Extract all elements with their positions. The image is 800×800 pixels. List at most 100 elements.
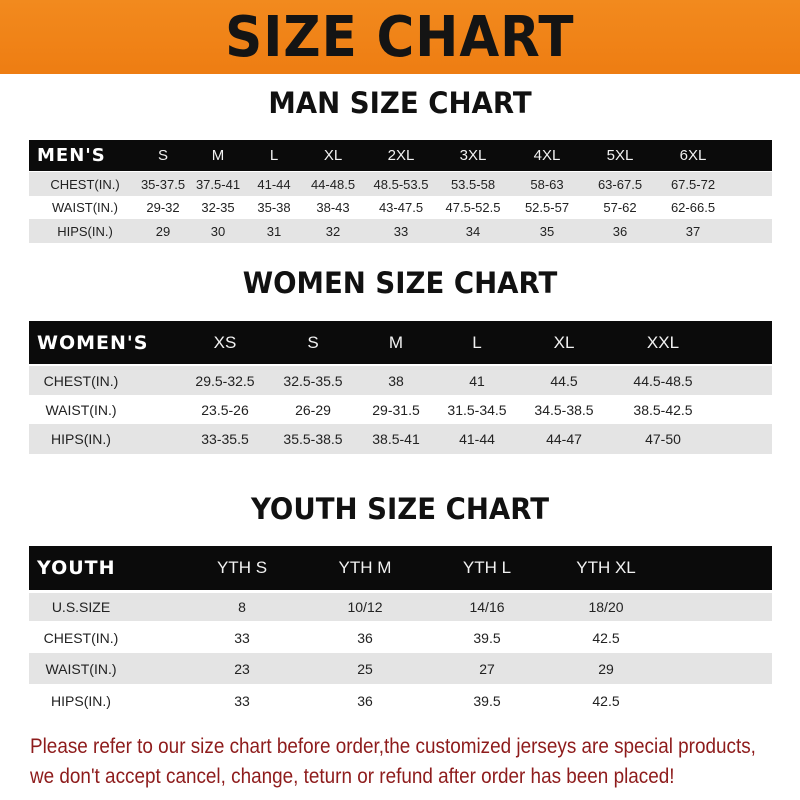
- measurement-label: HIPS(IN.): [51, 692, 111, 709]
- table-cell: 18/20: [588, 599, 624, 615]
- table-cell: 29-32: [146, 199, 180, 215]
- table-row: WAIST(IN.) 29-32 32-35 35-38 38-43 43-47.5 47.…: [29, 195, 772, 219]
- size-header: XXL: [646, 332, 680, 352]
- table-label: WOMEN'S: [37, 331, 149, 354]
- table-cell: 38: [388, 372, 404, 389]
- table-cell: 38.5-41: [372, 431, 420, 447]
- measurement-label: WAIST(IN.): [45, 660, 117, 677]
- table-cell: 32.5-35.5: [283, 372, 343, 389]
- table-cell: 29-31.5: [372, 401, 420, 418]
- table-cell: 35.5-38.5: [283, 431, 343, 447]
- size-header: S: [307, 332, 319, 352]
- table-cell: 8: [238, 599, 246, 615]
- table-cell: 44-48.5: [310, 176, 356, 192]
- size-header: XL: [323, 147, 343, 164]
- size-header: S: [157, 147, 169, 164]
- table-cell: 23.5-26: [201, 401, 249, 418]
- table-cell: 42.5: [592, 692, 620, 709]
- table-cell: 42.5: [592, 629, 620, 646]
- table-cell: 36: [357, 692, 373, 709]
- table-cell: 32-35: [201, 199, 235, 215]
- notice-line-2: we don't accept cancel, change, teturn o…: [30, 765, 675, 788]
- table-cell: 44-47: [546, 431, 582, 447]
- table-cell: 38-43: [316, 199, 350, 215]
- table-row: WAIST(IN.) 23 25 27 29: [29, 653, 772, 684]
- measurement-label: HIPS(IN.): [57, 223, 113, 239]
- table-cell: 35-37.5: [140, 176, 186, 192]
- table-cell: 41: [469, 372, 485, 389]
- table-cell: 31: [266, 223, 282, 239]
- table-cell: 29.5-32.5: [195, 372, 255, 389]
- table-row: CHEST(IN.) 29.5-32.5 32.5-35.5 38 41 44.5 44.5…: [29, 366, 772, 395]
- size-header: XS: [213, 332, 237, 352]
- size-header: YTH XL: [576, 558, 636, 577]
- table-label: MEN'S: [37, 145, 106, 166]
- table-cell: 58-63: [530, 176, 564, 192]
- table-cell: 53.5-58: [450, 176, 496, 192]
- table-cell: 33: [393, 223, 409, 239]
- table-cell: 34: [465, 223, 481, 239]
- table-row: HIPS(IN.) 33 36 39.5 42.5: [29, 685, 772, 716]
- table-cell: 33-35.5: [201, 431, 249, 447]
- table-cell: 44.5: [550, 372, 578, 389]
- table-cell: 35-38: [257, 199, 291, 215]
- table-cell: 41-44: [459, 431, 495, 447]
- measurement-label: HIPS(IN.): [51, 431, 111, 447]
- size-header: XL: [553, 332, 575, 352]
- table-cell: 29: [598, 660, 614, 677]
- table-cell: 31.5-34.5: [447, 401, 507, 418]
- table-cell: 10/12: [347, 599, 383, 615]
- size-header: YTH S: [216, 558, 268, 577]
- table-row: CHEST(IN.) 33 36 39.5 42.5: [29, 622, 772, 653]
- measurement-label: U.S.SIZE: [51, 599, 111, 615]
- table-cell: 14/16: [469, 599, 505, 615]
- table-cell: 67.5-72: [670, 176, 716, 192]
- size-header: 6XL: [679, 147, 707, 164]
- table-label: YOUTH: [37, 557, 116, 579]
- table-cell: 27: [479, 660, 495, 677]
- table-cell: 47-50: [645, 431, 681, 447]
- table-row: HIPS(IN.) 29 30 31 32 33 34 35 36 37: [29, 219, 772, 243]
- table-row: WAIST(IN.) 23.5-26 26-29 29-31.5 31.5-34.5 34…: [29, 395, 772, 424]
- table-cell: 32: [325, 223, 341, 239]
- table-cell: 43-47.5: [378, 199, 424, 215]
- table-cell: 33: [234, 692, 250, 709]
- section-title: YOUTH SIZE CHART: [250, 492, 550, 526]
- table-cell: 44.5-48.5: [633, 372, 693, 389]
- size-header: 4XL: [533, 147, 561, 164]
- measurement-label: WAIST(IN.): [45, 401, 117, 418]
- size-header: YTH L: [462, 558, 512, 577]
- measurement-label: CHEST(IN.): [43, 629, 119, 646]
- table-cell: 39.5: [473, 692, 501, 709]
- section-title: MAN SIZE CHART: [268, 86, 532, 120]
- table-cell: 30: [210, 223, 226, 239]
- size-header: L: [269, 147, 279, 164]
- measurement-label: WAIST(IN.): [52, 199, 118, 215]
- size-header: 3XL: [459, 147, 487, 164]
- page-title: SIZE CHART: [225, 4, 575, 70]
- measurement-label: CHEST(IN.): [50, 176, 120, 192]
- table-cell: 26-29: [295, 401, 331, 418]
- table-cell: 37: [685, 223, 701, 239]
- size-header: 5XL: [606, 147, 634, 164]
- table-cell: 41-44: [257, 176, 291, 192]
- table-cell: 52.5-57: [524, 199, 570, 215]
- notice-line-1: Please refer to our size chart before or…: [30, 735, 756, 758]
- table-cell: 48.5-53.5: [373, 176, 429, 192]
- table-cell: 38.5-42.5: [633, 401, 693, 418]
- table-cell: 47.5-52.5: [445, 199, 501, 215]
- size-header: 2XL: [387, 147, 415, 164]
- size-header: L: [472, 332, 482, 352]
- table-cell: 36: [357, 629, 373, 646]
- table-cell: 36: [612, 223, 628, 239]
- table-cell: 29: [155, 223, 171, 239]
- table-row: CHEST(IN.) 35-37.5 37.5-41 41-44 44-48.5 48.5…: [29, 172, 772, 196]
- title-banner: SIZE CHART: [0, 0, 800, 74]
- measurement-label: CHEST(IN.): [43, 372, 119, 389]
- table-cell: 37.5-41: [195, 176, 241, 192]
- size-header: M: [211, 147, 225, 164]
- table-cell: 35: [539, 223, 555, 239]
- table-header-row: YOUTH YTH S YTH M YTH L YTH XL: [29, 546, 772, 590]
- table-header-row: MEN'S S M L XL 2XL 3XL 4XL 5XL 6XL: [29, 140, 772, 171]
- table-cell: 33: [234, 629, 250, 646]
